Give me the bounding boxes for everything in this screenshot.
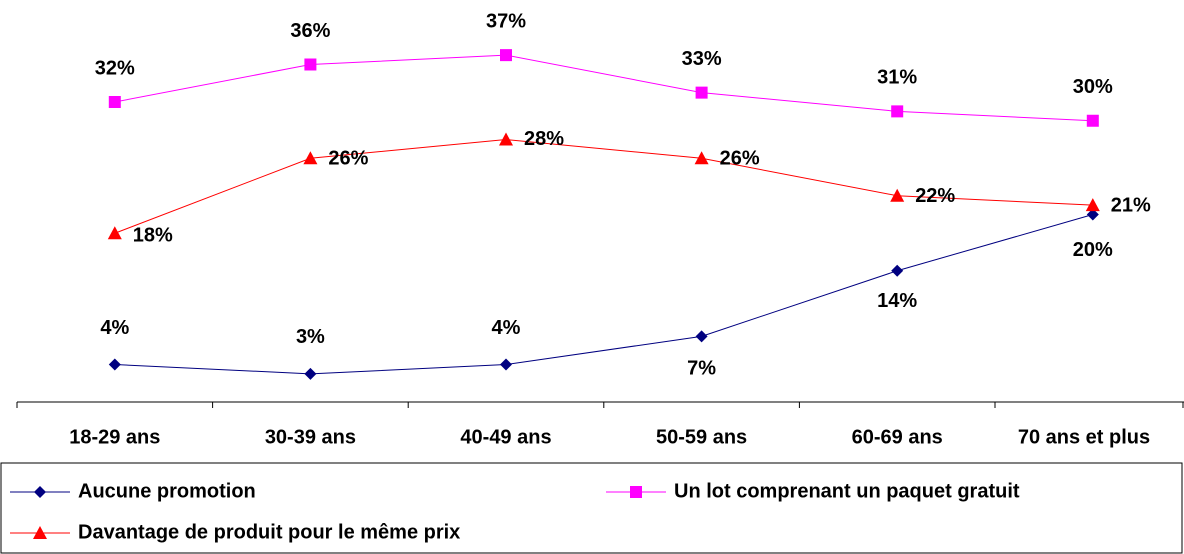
data-point xyxy=(500,49,512,62)
data-label: 26% xyxy=(328,148,368,170)
legend-box xyxy=(0,462,1183,554)
legend-label: Aucune promotion xyxy=(78,480,256,502)
data-point xyxy=(1085,198,1100,212)
data-label: 3% xyxy=(296,326,325,348)
data-label: 18% xyxy=(133,225,173,247)
data-point xyxy=(1086,208,1099,221)
data-point xyxy=(695,86,708,99)
legend-marker xyxy=(630,486,642,498)
data-label: 30% xyxy=(1073,76,1113,98)
data-point xyxy=(304,58,317,71)
data-label: 22% xyxy=(915,185,955,207)
x-tick-label: 60-69 ans xyxy=(852,426,943,448)
data-point xyxy=(108,358,121,371)
data-label: 4% xyxy=(492,317,521,339)
data-label: 32% xyxy=(95,57,135,79)
x-tick-label: 70 ans et plus xyxy=(1018,426,1150,448)
data-point xyxy=(1086,114,1099,127)
x-tick-label: 18-29 ans xyxy=(69,426,160,448)
data-point xyxy=(108,96,121,108)
data-point xyxy=(695,330,708,343)
data-point xyxy=(891,264,904,277)
data-label: 21% xyxy=(1111,194,1151,216)
data-point xyxy=(499,132,513,146)
data-point xyxy=(500,358,512,371)
series-line xyxy=(114,138,1093,234)
data-point xyxy=(694,151,709,165)
x-tick-label: 30-39 ans xyxy=(265,426,356,448)
data-label: 26% xyxy=(720,148,760,170)
legend-label: Davantage de produit pour le même prix xyxy=(78,521,460,543)
legend-marker xyxy=(34,486,46,498)
legend-marker xyxy=(33,526,47,539)
data-point xyxy=(891,105,904,118)
data-label: 7% xyxy=(687,358,716,380)
data-label: 20% xyxy=(1073,239,1113,261)
data-label: 37% xyxy=(486,10,526,32)
legend-label: Un lot comprenant un paquet gratuit xyxy=(674,480,1020,502)
data-label: 33% xyxy=(682,48,722,70)
x-tick-label: 40-49 ans xyxy=(460,426,551,448)
x-tick-label: 50-59 ans xyxy=(656,426,747,448)
data-label: 14% xyxy=(877,290,917,312)
data-label: 36% xyxy=(290,20,330,42)
data-label: 31% xyxy=(877,67,917,89)
data-point xyxy=(304,367,317,380)
data-point xyxy=(107,226,122,240)
data-point xyxy=(890,188,905,202)
data-point xyxy=(303,151,318,165)
data-label: 28% xyxy=(524,128,564,150)
series-line xyxy=(114,214,1093,375)
data-label: 4% xyxy=(100,317,129,339)
series-line xyxy=(114,54,1093,122)
